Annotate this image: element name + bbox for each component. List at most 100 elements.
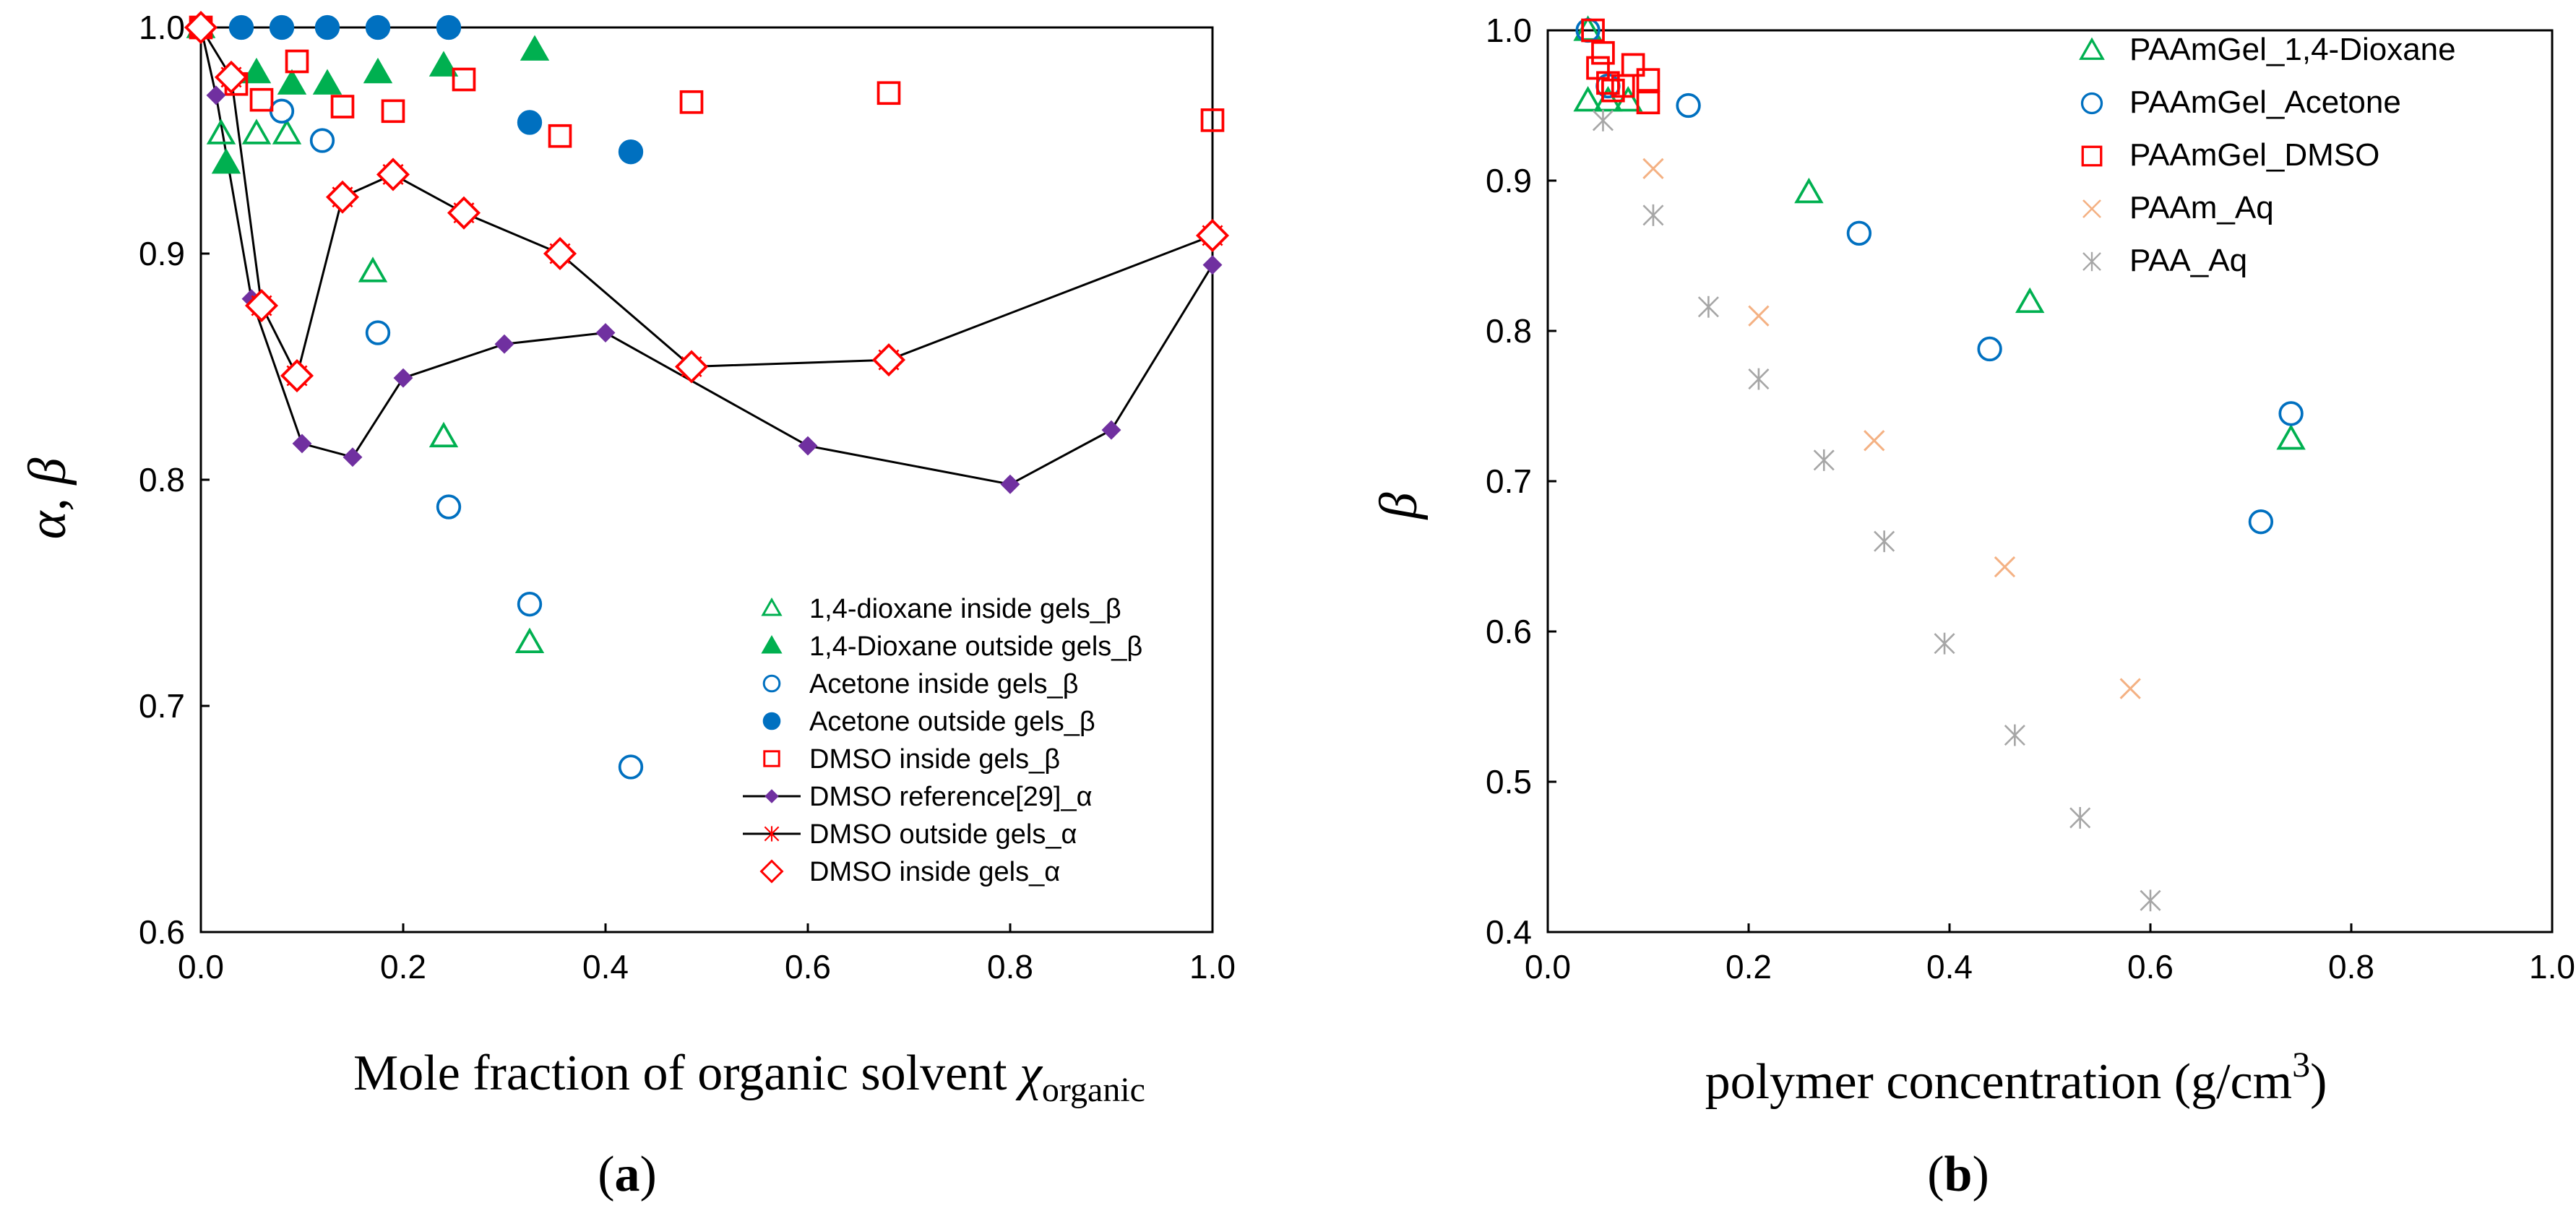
point-b-paamgel-acetone-6 (2278, 401, 2304, 426)
point-a-dmso-reference-29-8 (798, 436, 818, 456)
legend-a: 1,4-dioxane inside gels_β 1,4-Dioxane out… (743, 594, 1142, 887)
point-a-dmso-inside-gels-2 (249, 87, 274, 112)
legend-entry-a-7-marker-shape (759, 859, 784, 884)
point-b-paamgel-dmso-7-shape (1636, 68, 1660, 92)
legend-entry-a-4-marker (763, 750, 780, 767)
point-a-dmso-inside-gels-10 (1200, 108, 1225, 132)
y-tick-label-b-6: 1.0 (1486, 12, 1532, 49)
y-axis-title-b: β (1369, 492, 1429, 520)
point-a-dmso-inside-gels-10-shape (1195, 218, 1230, 253)
point-a-dmso-inside-gels-7-shape (548, 124, 572, 148)
legend-entry-b-1-marker-shape (2080, 92, 2103, 115)
legend-entry-a-1-label: 1,4-Dioxane outside gels_β (809, 631, 1142, 662)
point-b-paamgel-dmso-0 (1581, 18, 1605, 43)
point-a-dmso-inside-gels-1-shape (214, 60, 249, 94)
point-b-paam-aq-3-stroke-2 (1994, 556, 2016, 578)
legend-entry-b-0-label: PAAmGel_1,4-Dioxane (2129, 32, 2456, 67)
x-tick-label-b-3: 0.6 (2127, 948, 2174, 986)
point-b-paamgel-dmso-6-shape (1621, 53, 1645, 77)
point-b-paam-aq-4-stroke-2 (2119, 678, 2141, 699)
point-a-dmso-inside-gels-4-shape (325, 180, 360, 214)
point-a-1-4-dioxane-outside-gels-4 (312, 69, 343, 95)
point-a-dmso-inside-gels-2 (244, 288, 279, 323)
point-b-paamgel-1-4-dioxane-5-shape (2015, 287, 2045, 314)
point-b-paamgel-acetone-4 (1977, 336, 2002, 362)
point-b-paa-aq-1 (1642, 204, 1664, 226)
point-a-dmso-inside-gels-4 (330, 95, 355, 118)
legend-entry-a-5-marker-shape (764, 789, 779, 803)
legend-b: PAAmGel_1,4-Dioxane PAAmGel_Acetone PAAmGe… (2079, 32, 2456, 278)
point-b-paamgel-acetone-5-shape (2248, 509, 2274, 535)
point-b-paa-aq-0 (1592, 109, 1614, 131)
point-b-paamgel-1-4-dioxane-3 (1613, 85, 1643, 112)
point-a-dmso-reference-29-9-shape (1000, 474, 1020, 494)
point-a-dmso-inside-gels-2-shape (249, 87, 274, 112)
point-a-dmso-inside-gels-3-shape (280, 358, 314, 393)
point-a-dmso-inside-gels-7 (548, 124, 572, 148)
point-b-paamgel-1-4-dioxane-4 (1794, 177, 1824, 204)
y-tick-label-b-0: 0.4 (1486, 913, 1532, 951)
series-line-a-dmso-reference-29 (199, 27, 1214, 486)
point-b-paamgel-dmso-8 (1636, 90, 1660, 115)
point-b-paamgel-1-4-dioxane-6-shape (2276, 423, 2306, 450)
point-a-dmso-inside-gels-5-shape (381, 99, 405, 124)
y-tick-label-a-2: 0.8 (139, 461, 185, 499)
legend-entry-a-2-label: Acetone inside gels_β (809, 669, 1079, 699)
x-axis-title-b-text: polymer concentration (g/cm (1705, 1054, 2293, 1110)
point-a-1-4-dioxane-outside-gels-1-shape (211, 148, 241, 174)
legend-entry-a-5: DMSO reference[29]_α (743, 782, 1093, 812)
point-a-acetone-inside-gels-5-shape (517, 591, 543, 617)
x-axis-title-a: Mole fraction of organic solvent χorgani… (353, 1045, 1145, 1109)
point-a-1-4-dioxane-inside-gels-5 (428, 421, 459, 448)
point-a-1-4-dioxane-inside-gels-4 (358, 256, 388, 283)
point-a-acetone-inside-gels-2-shape (309, 128, 335, 153)
point-b-paamgel-1-4-dioxane-5 (2015, 287, 2045, 314)
point-a-acetone-outside-gels-5 (436, 14, 462, 40)
point-a-dmso-reference-29-7 (595, 323, 616, 343)
y-tick-label-b-2: 0.6 (1486, 613, 1532, 650)
y-tick-label-b-3: 0.7 (1486, 462, 1532, 500)
x-tick-label-b-4: 0.8 (2328, 948, 2374, 986)
point-b-paamgel-acetone-3 (1846, 220, 1872, 246)
point-a-dmso-reference-29-9 (1000, 474, 1020, 494)
point-a-dmso-inside-gels-3-shape (285, 49, 309, 74)
point-b-paam-aq-2-stroke-2 (1864, 430, 1885, 452)
point-a-dmso-reference-29-6 (494, 334, 514, 354)
point-b-paa-aq-3 (1748, 368, 1770, 390)
point-a-acetone-inside-gels-5 (517, 591, 543, 617)
point-a-dmso-inside-gels-5 (376, 158, 410, 191)
point-b-paamgel-acetone-3-shape (1846, 220, 1872, 246)
legend-entry-a-4-label: DMSO inside gels_β (809, 744, 1060, 775)
point-b-paamgel-acetone-2 (1676, 92, 1701, 118)
point-a-dmso-reference-29-3-shape (292, 434, 312, 454)
legend-entry-a-0-marker-shape (761, 597, 783, 616)
point-a-dmso-reference-29-11 (1202, 255, 1223, 275)
point-a-1-4-dioxane-outside-gels-5 (363, 57, 393, 84)
x-axis-title-b-superscript: 3 (2292, 1044, 2310, 1085)
panel-label-a-letter: a (615, 1147, 640, 1202)
legend-entry-a-3-label: Acetone outside gels_β (809, 707, 1095, 737)
point-a-dmso-reference-29-6-shape (494, 334, 514, 354)
point-b-paa-aq-8 (2069, 806, 2091, 829)
point-b-paam-aq-4 (2119, 678, 2141, 699)
point-a-acetone-inside-gels-4 (436, 494, 462, 519)
legend-entry-b-1-label: PAAmGel_Acetone (2129, 85, 2401, 120)
point-b-paamgel-dmso-8-shape (1636, 90, 1660, 115)
point-a-1-4-dioxane-outside-gels-7-shape (520, 35, 550, 61)
point-a-acetone-inside-gels-3-shape (365, 320, 391, 345)
point-a-acetone-inside-gels-2 (309, 128, 335, 153)
legend-entry-a-4: DMSO inside gels_β (763, 744, 1060, 775)
point-a-acetone-inside-gels-6 (618, 754, 644, 780)
legend-entry-a-6-label: DMSO outside gels_α (809, 819, 1077, 850)
point-a-dmso-reference-29-1 (206, 85, 226, 105)
axis-ticks-a: 0.0 0.2 0.4 0.6 0.8 1.0 0.6 0.7 0.8 0.9 1.0 (139, 9, 1236, 986)
legend-entry-b-1-marker (2080, 92, 2103, 115)
point-a-1-4-dioxane-outside-gels-2 (241, 57, 272, 84)
legend-entry-a-4-marker-shape (763, 750, 780, 767)
plot-area-b (1546, 29, 2554, 933)
point-a-1-4-dioxane-inside-gels-1-shape (206, 118, 236, 145)
x-tick-label-a-0: 0.0 (178, 948, 224, 986)
point-b-paam-aq-1 (1748, 305, 1770, 327)
point-a-dmso-reference-29-10-shape (1101, 420, 1121, 440)
legend-entry-a-3-marker (762, 712, 781, 730)
